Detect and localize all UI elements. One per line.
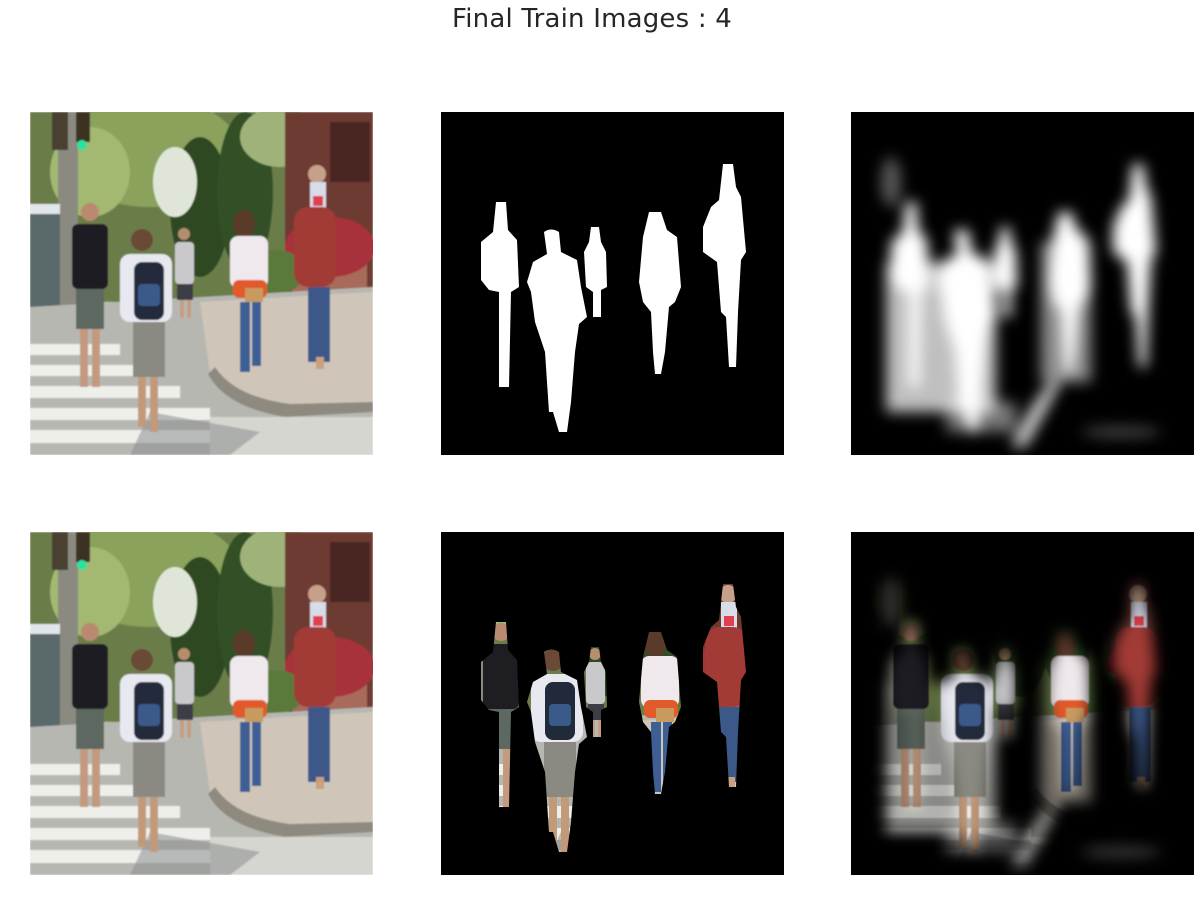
soft-mask-image	[851, 112, 1194, 455]
predicted-masked-photo-panel	[851, 532, 1194, 875]
predicted-mask-panel	[851, 112, 1194, 455]
binary-mask-image	[441, 112, 784, 455]
figure-title: Final Train Images : 4	[451, 4, 733, 34]
ground-truth-mask-panel	[441, 112, 784, 455]
ground-truth-masked-photo-panel	[441, 532, 784, 875]
input-photo-panel-2	[30, 532, 373, 875]
input-photo-panel-1	[30, 112, 373, 455]
street-photo	[30, 112, 373, 455]
street-photo	[30, 532, 373, 875]
soft-masked-pedestrians-image	[851, 532, 1194, 875]
masked-pedestrians-image	[441, 532, 784, 875]
